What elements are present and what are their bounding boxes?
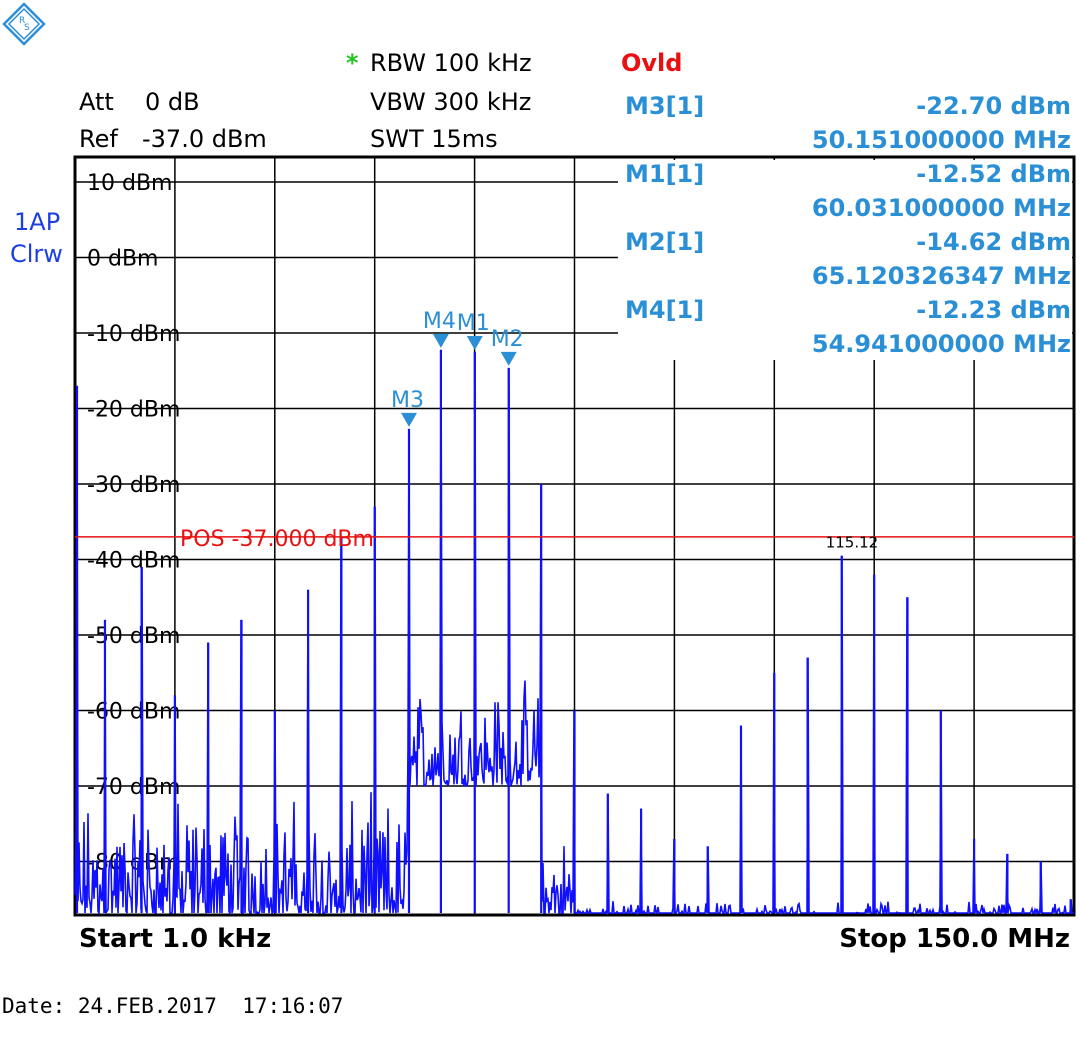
swt-setting: SWT 15ms [370, 125, 498, 153]
marker-label: M4 [423, 309, 456, 334]
trace-mode: Clrw [10, 240, 63, 268]
y-tick-label: -20 dBm [87, 398, 180, 423]
start-frequency: Start 1.0 kHz [79, 924, 272, 954]
marker-readout-name: M2[1] [625, 228, 705, 256]
marker-readout-backdrop [618, 160, 1072, 360]
marker-label: M2 [491, 327, 524, 352]
display-line-label: POS -37.000 dBm [180, 527, 374, 552]
marker-readout-level: -14.62 dBm [916, 228, 1071, 256]
marker-readout-name: M3[1] [625, 92, 705, 120]
y-tick-label: 10 dBm [87, 171, 172, 196]
rbw-setting: RBW 100 kHz [370, 49, 532, 77]
marker-readout-level: -12.52 dBm [916, 160, 1071, 188]
y-tick-label: -10 dBm [87, 322, 180, 347]
svg-text:R: R [19, 16, 25, 26]
ref-value: -37.0 dBm [142, 125, 267, 153]
y-tick-label: -30 dBm [87, 473, 180, 498]
marker-readout-name: M1[1] [625, 160, 705, 188]
y-tick-label: -40 dBm [87, 549, 180, 574]
marker-readout-level: -12.23 dBm [916, 296, 1071, 324]
stop-frequency: Stop 150.0 MHz [839, 924, 1070, 954]
vbw-setting: VBW 300 kHz [370, 88, 532, 116]
rohde-schwarz-logo: R S [2, 2, 46, 46]
marker-triangle [500, 351, 517, 366]
marker-readout-frequency: 54.941000000 MHz [811, 330, 1071, 358]
ref-label: Ref [79, 125, 118, 153]
y-tick-label: -80 dBm [87, 851, 180, 876]
marker-readout-frequency: 50.151000000 MHz [811, 126, 1071, 154]
rbw-star: * [346, 49, 359, 77]
overload-indicator: Ovld [621, 49, 683, 77]
marker-label: M3 [391, 388, 424, 413]
marker-readout-frequency: 65.120326347 MHz [811, 262, 1071, 290]
spectrum-chart: 10 dBm 0 dBm -10 dBm -20 dBm -30 dBm -40 dBm -… [73, 155, 1076, 917]
marker-triangle [401, 412, 418, 427]
trace-detector: 1AP [14, 208, 61, 236]
att-value: 0 dB [145, 88, 200, 116]
marker-readout-name: M4[1] [625, 296, 705, 324]
date-stamp: Date: 24.FEB.2017 17:16:07 [2, 994, 344, 1018]
y-tick-label: -50 dBm [87, 624, 180, 649]
marker-readout-frequency: 60.031000000 MHz [811, 194, 1071, 222]
peak-annotation: 115.12 [826, 534, 879, 552]
svg-text:S: S [24, 23, 30, 33]
marker-label: M1 [457, 311, 490, 336]
marker-readout-level: -22.70 dBm [916, 92, 1071, 120]
y-tick-label: 0 dBm [87, 247, 158, 272]
att-label: Att [79, 88, 114, 116]
y-tick-label: -70 dBm [87, 775, 180, 800]
y-tick-label: -60 dBm [87, 700, 180, 725]
trace [74, 349, 1074, 917]
marker-triangle [432, 333, 449, 348]
marker-triangle [466, 336, 483, 351]
